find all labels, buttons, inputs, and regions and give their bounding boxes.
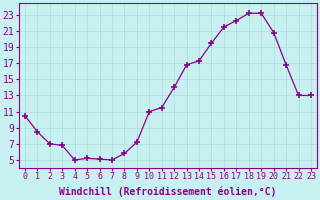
X-axis label: Windchill (Refroidissement éolien,°C): Windchill (Refroidissement éolien,°C) [59,187,277,197]
